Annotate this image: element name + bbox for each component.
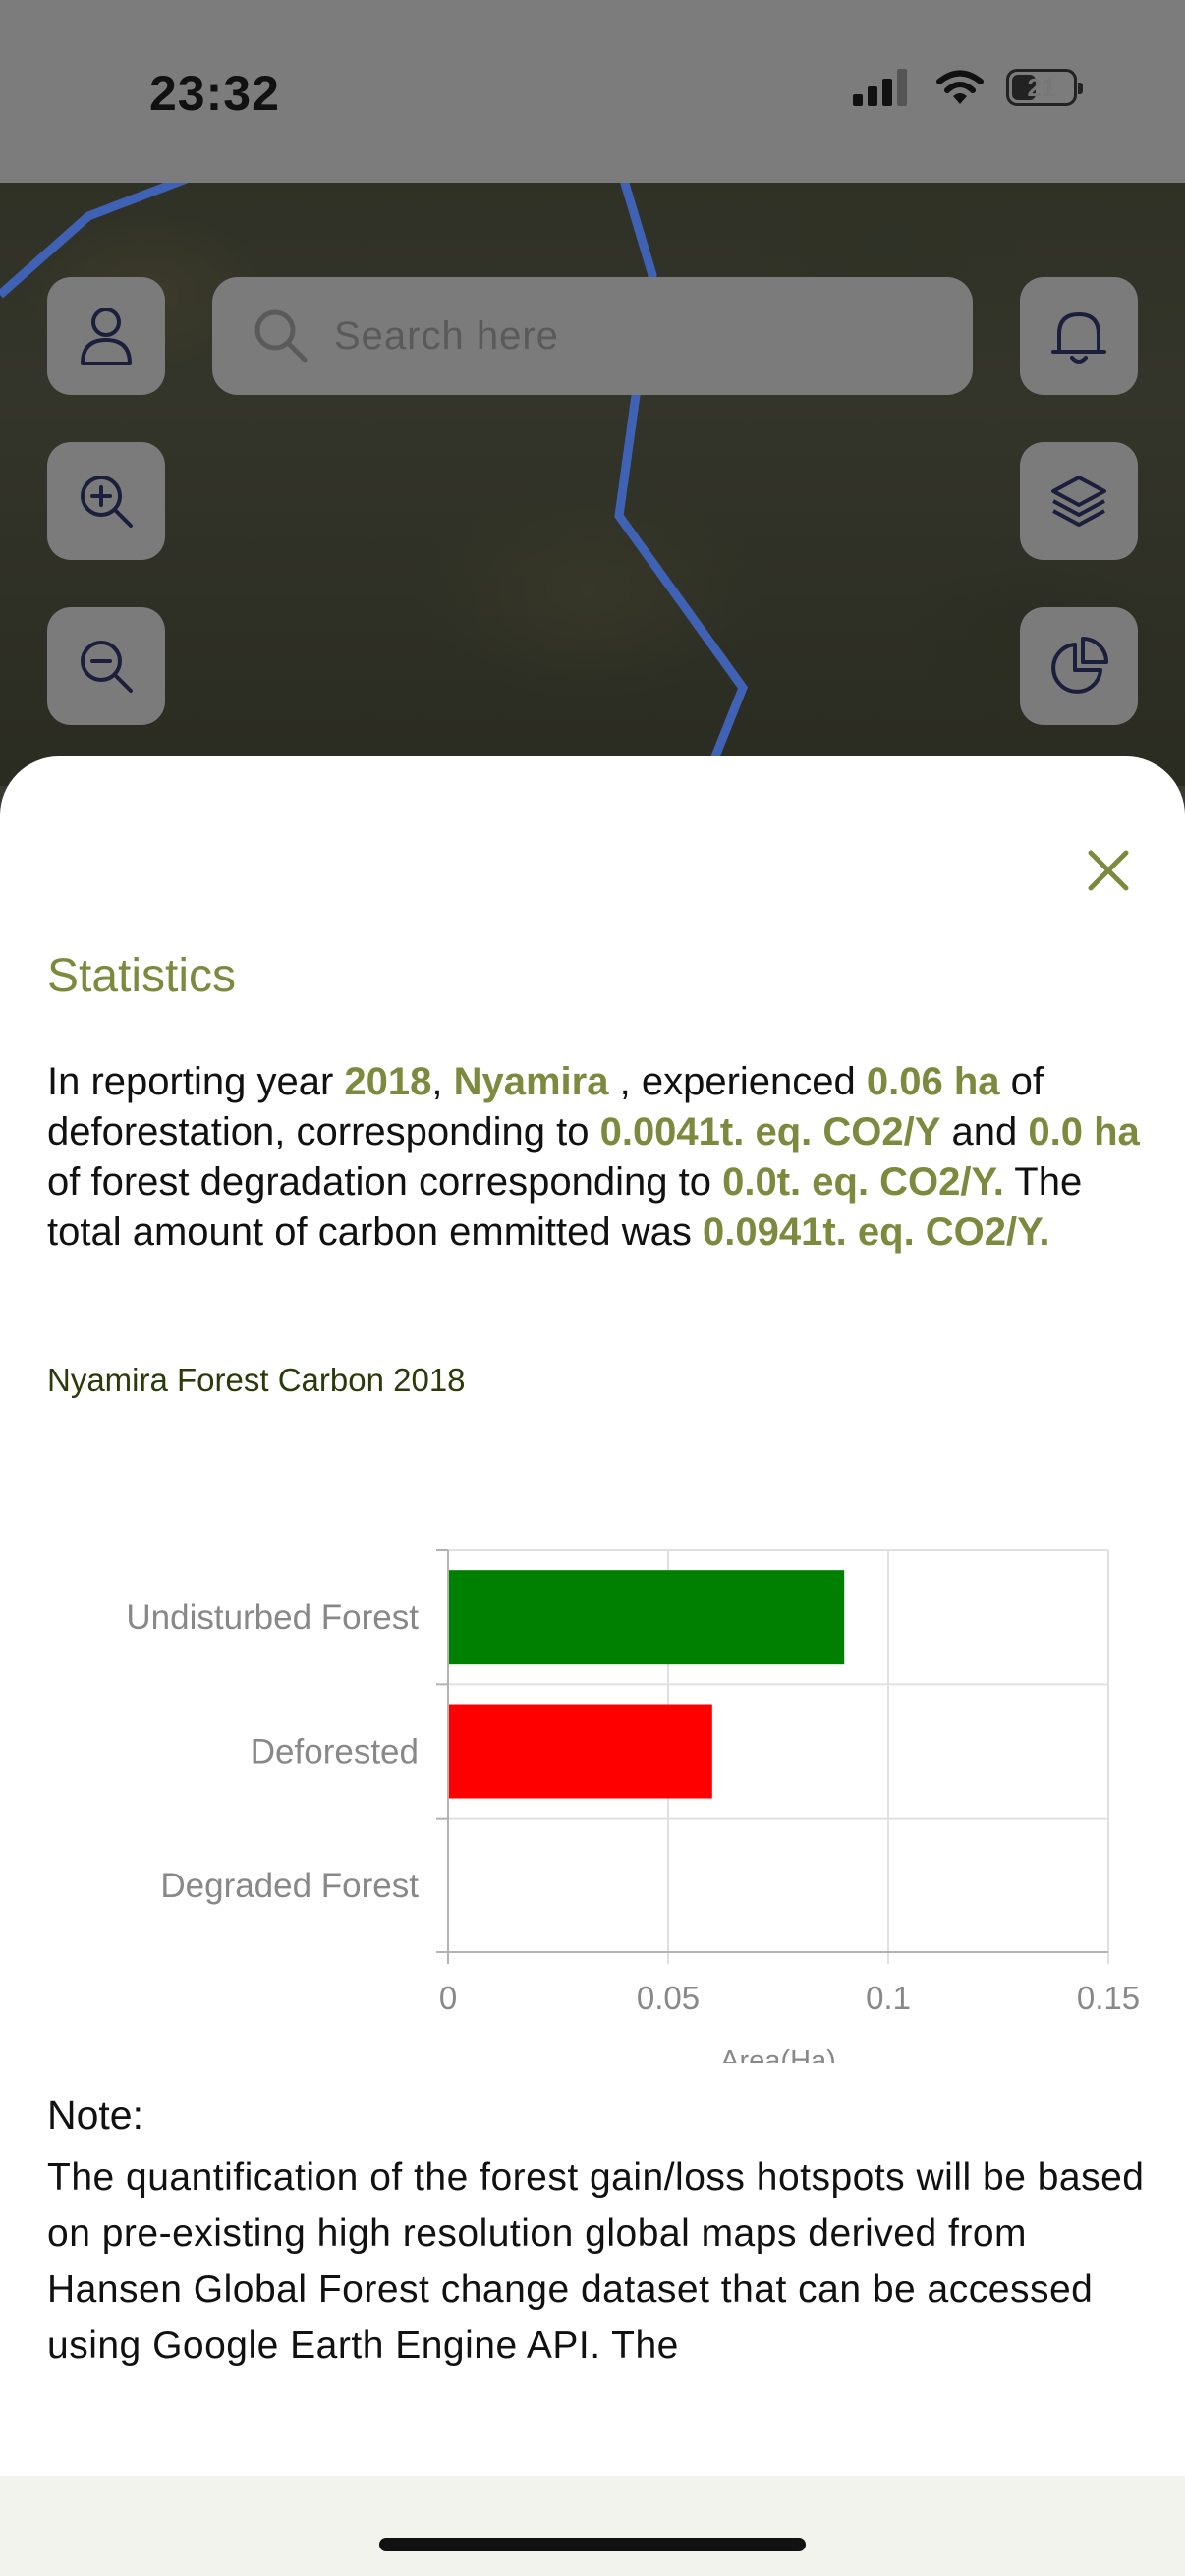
summary-text: of deforestation, corresponding to: [47, 1060, 1044, 1153]
profile-button[interactable]: [47, 277, 165, 395]
reporting-year: 2018: [344, 1060, 432, 1103]
summary-text: The total amount of carbon emmitted was: [47, 1160, 1083, 1254]
x-tick-label: 0.15: [1077, 1980, 1140, 2016]
bar-chart: 0 0.05 0.1 0.15 Undisturbed Forest Deforested…: [126, 1549, 1140, 2063]
summary-text: of forest degradation corresponding to: [47, 1160, 723, 1204]
pie-chart-icon: [1051, 637, 1108, 694]
summary-text: ,: [431, 1060, 454, 1103]
chart-title: Nyamira Forest Carbon 2018: [47, 1362, 466, 1398]
bell-icon: [1051, 312, 1106, 364]
search-input[interactable]: Search here: [334, 313, 559, 358]
home-indicator[interactable]: [379, 2538, 806, 2551]
layers-icon: [1051, 476, 1106, 527]
notifications-button[interactable]: [1020, 277, 1138, 395]
battery-level: 21: [1027, 72, 1056, 102]
note-label: Note:: [47, 2093, 143, 2138]
x-tick-label: 0.1: [866, 1980, 911, 2016]
statistics-sheet: Statistics In reporting year 2018, Nyami…: [0, 756, 1185, 2576]
degradation-area: 0.0 ha: [1028, 1110, 1140, 1153]
summary-text: In reporting year: [47, 1060, 345, 1103]
deforestation-area: 0.06 ha: [866, 1060, 1000, 1103]
summary-text: and: [940, 1110, 1029, 1153]
y-category-label: Undisturbed Forest: [126, 1598, 419, 1637]
close-icon[interactable]: [1079, 841, 1138, 900]
statistics-summary: In reporting year 2018, Nyamira , experi…: [47, 1057, 1148, 1258]
y-category-label: Degraded Forest: [160, 1867, 419, 1905]
zoom-out-button[interactable]: [47, 607, 165, 725]
battery-icon: 21: [1006, 69, 1083, 106]
y-category-label: Deforested: [251, 1733, 419, 1771]
signal-icon: [853, 69, 907, 106]
bar-undisturbed-forest: [448, 1570, 845, 1665]
boundary-line: [0, 170, 749, 786]
total-carbon: 0.0941t. eq. CO2/Y.: [703, 1210, 1050, 1254]
x-tick-label: 0.05: [637, 1980, 700, 2016]
clock: 23:32: [149, 66, 280, 121]
wifi-icon: [936, 70, 984, 104]
zoom-in-button[interactable]: [47, 442, 165, 560]
status-bar: 23:32 21: [0, 0, 1185, 183]
sheet-title: Statistics: [47, 950, 237, 1002]
home-area: [0, 2476, 1185, 2576]
bar-deforested: [448, 1704, 712, 1799]
location-name: Nyamira: [453, 1060, 609, 1103]
search-icon: [254, 309, 308, 363]
layers-button[interactable]: [1020, 442, 1138, 560]
note-text: The quantification of the forest gain/lo…: [47, 2156, 1145, 2367]
x-axis-label: Area(Ha): [720, 2045, 836, 2063]
deforestation-carbon: 0.0041t. eq. CO2/Y: [599, 1110, 941, 1153]
person-icon: [81, 308, 132, 365]
zoom-in-icon: [81, 476, 133, 528]
degradation-carbon: 0.0t. eq. CO2/Y.: [722, 1160, 1004, 1204]
statistics-button[interactable]: [1020, 607, 1138, 725]
zoom-out-icon: [81, 641, 133, 693]
summary-text: , experienced: [608, 1060, 867, 1103]
search-bar[interactable]: Search here: [212, 277, 973, 395]
x-tick-label: 0: [439, 1980, 457, 2016]
